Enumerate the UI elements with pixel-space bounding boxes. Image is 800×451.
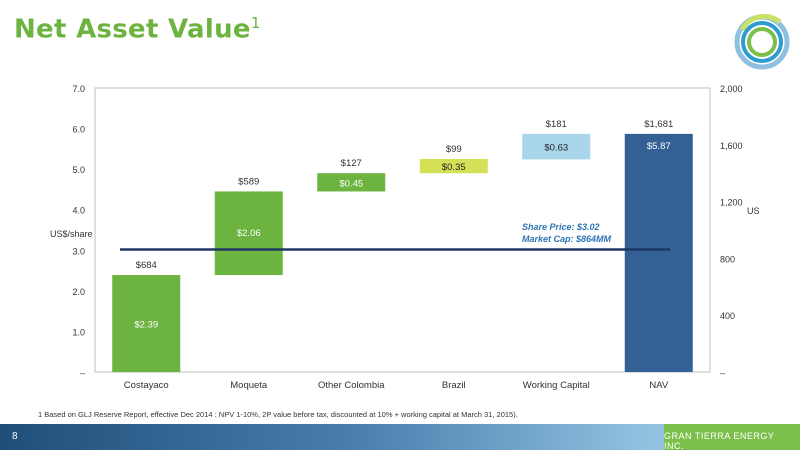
waterfall-bar xyxy=(214,191,283,276)
bar-value-label: $0.35 xyxy=(442,162,466,173)
footnote: 1 Based on GLJ Reserve Report, effective… xyxy=(38,410,518,419)
x-category-label: Working Capital xyxy=(523,380,590,391)
y-right-tick-label: – xyxy=(720,368,725,378)
nav-waterfall-chart: – 1.0 2.0 3.0 4.0 5.0 6.0 7.0 – 400 800 1,200 1,600 2… xyxy=(50,84,760,391)
x-category-label: Other Colombia xyxy=(318,380,385,391)
y-left-tick-label: 3.0 xyxy=(72,246,85,256)
footer-brand-block: GRAN TIERRA ENERGY INC. xyxy=(664,424,800,451)
x-category-label: Brazil xyxy=(442,380,466,391)
y-right-axis-label: US xyxy=(747,206,760,216)
bar-value-label: $0.63 xyxy=(544,143,568,154)
waterfall-bar xyxy=(112,275,181,372)
y-left-tick-label: – xyxy=(80,368,85,378)
page-number: 8 xyxy=(12,431,18,442)
y-right-tick-label: 1,600 xyxy=(720,141,743,151)
bar-value-label: $0.45 xyxy=(339,178,363,189)
plot-frame xyxy=(94,87,711,373)
footer-bar: 8 GRAN TIERRA ENERGY INC. xyxy=(0,424,800,451)
annotation-label: Market Cap: $864MM xyxy=(522,234,612,244)
bar-top-label: $684 xyxy=(136,260,157,271)
title-superscript: 1 xyxy=(250,14,261,32)
bar-top-label: $99 xyxy=(446,144,462,155)
y-left-tick-label: 7.0 xyxy=(72,84,85,94)
bar-top-label: $589 xyxy=(238,176,259,187)
y-left-tick-label: 5.0 xyxy=(72,165,85,175)
bar-top-label: $127 xyxy=(341,158,362,169)
annotation-label: Share Price: $3.02 xyxy=(522,222,600,232)
y-left-axis-label: US$/share xyxy=(50,229,93,239)
waterfall-bar xyxy=(522,133,591,160)
x-category-label: Moqueta xyxy=(230,380,268,391)
x-category-label: NAV xyxy=(649,380,668,391)
y-right-tick-label: 400 xyxy=(720,311,735,321)
bar-top-label: $1,681 xyxy=(644,119,673,130)
waterfall-bar xyxy=(419,159,488,174)
company-logo-icon xyxy=(734,13,790,70)
waterfall-bar xyxy=(317,173,386,192)
title-text: Net Asset Value xyxy=(14,14,251,45)
y-left-tick-label: 4.0 xyxy=(72,206,85,216)
company-name: GRAN TIERRA ENERGY INC. xyxy=(664,431,775,451)
y-left-tick-label: 1.0 xyxy=(72,327,85,337)
page-title: Net Asset Value1 xyxy=(14,14,261,45)
bar-value-label: $2.39 xyxy=(134,319,158,330)
x-category-label: Costayaco xyxy=(124,380,169,391)
y-left-tick-label: 2.0 xyxy=(72,287,85,297)
waterfall-bar xyxy=(624,133,693,372)
y-right-tick-label: 1,200 xyxy=(720,198,743,208)
bar-value-label: $2.06 xyxy=(237,228,261,239)
y-left-tick-label: 6.0 xyxy=(72,125,85,135)
bar-top-label: $181 xyxy=(546,119,567,130)
y-right-tick-label: 2,000 xyxy=(720,84,743,94)
bar-value-label: $5.87 xyxy=(647,141,671,152)
y-right-tick-label: 800 xyxy=(720,254,735,264)
